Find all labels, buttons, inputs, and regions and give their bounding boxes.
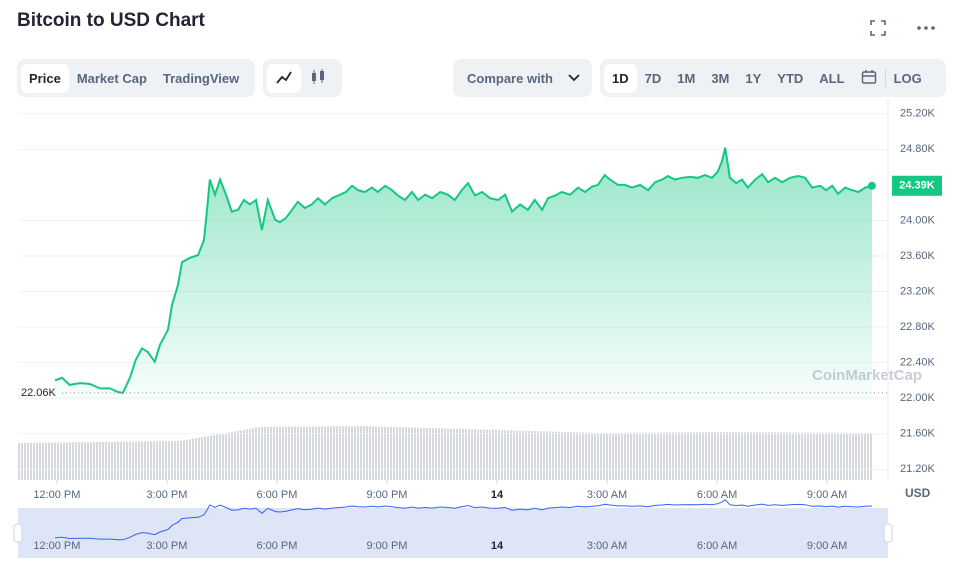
range-button[interactable]: 1M (677, 70, 696, 86)
fullscreen-icon[interactable] (868, 18, 888, 38)
range-group: 1D 7D 1M 3M 1Y YTD ALL LOG (600, 59, 946, 97)
price-area (55, 147, 872, 400)
navigator-handle (883, 523, 893, 543)
y-tick-label: 22.80K (900, 321, 936, 333)
navigator-tick-label: 14 (491, 540, 504, 552)
low-label: 22.06K (21, 387, 57, 399)
range-button[interactable]: 7D (644, 70, 662, 86)
x-tick-label: 9:00 AM (807, 489, 847, 501)
range-button[interactable]: YTD (777, 70, 804, 86)
y-tick-label: 24.80K (900, 143, 936, 155)
y-tick-label: 24.00K (900, 214, 936, 226)
candle-type-button[interactable] (301, 64, 335, 93)
line-type-button[interactable] (267, 63, 301, 93)
navigator-tick-label: 6:00 AM (697, 540, 737, 552)
tab[interactable]: Market Cap (76, 70, 147, 86)
tab[interactable]: TradingView (162, 70, 240, 86)
x-tick-label: 3:00 PM (146, 489, 187, 501)
navigator-tick-label: 3:00 AM (587, 540, 627, 552)
navigator-handle (13, 523, 23, 543)
log-button[interactable]: LOG (893, 70, 922, 86)
chart: CoinMarketCap USD 25.20K24.80K24.00K23.6… (13, 100, 942, 558)
navigator-tick-label: 12:00 PM (33, 540, 80, 552)
navigator-tick-label: 3:00 PM (146, 540, 187, 552)
tab[interactable]: Price (21, 63, 69, 93)
more-icon[interactable] (915, 18, 937, 38)
x-tick-label: 9:00 PM (366, 489, 407, 501)
y-tick-label: 25.20K (900, 108, 936, 120)
range-button[interactable]: 1Y (745, 70, 762, 86)
navigator-tick-label: 9:00 PM (366, 540, 407, 552)
page-title: Bitcoin to USD Chart (17, 10, 205, 31)
navigator-tick-label: 6:00 PM (256, 540, 297, 552)
navigator (18, 508, 888, 558)
range-button[interactable]: 1D (604, 63, 637, 93)
currency-label: USD (905, 486, 931, 500)
chart-type-group (263, 59, 342, 97)
volume-bars (18, 426, 872, 480)
y-tick-label: 23.60K (900, 250, 936, 262)
x-tick-label: 6:00 AM (697, 489, 737, 501)
price-tag (892, 175, 942, 196)
y-tick-label: 22.40K (900, 357, 936, 369)
x-tick-label: 14 (491, 489, 504, 501)
price-tag-label: 24.39K (899, 180, 935, 192)
y-tick-label: 21.60K (900, 428, 936, 440)
y-tick-label: 23.20K (900, 285, 936, 297)
range-button[interactable]: 3M (711, 70, 730, 86)
tab-group: Price Market Cap TradingView (17, 59, 255, 97)
y-tick-label: 22.00K (900, 392, 936, 404)
x-tick-label: 12:00 PM (33, 489, 80, 501)
y-tick-label: 21.20K (900, 463, 936, 475)
range-button[interactable]: ALL (819, 70, 845, 86)
x-tick-label: 6:00 PM (256, 489, 297, 501)
navigator-line (54, 499, 872, 541)
x-tick-label: 3:00 AM (587, 489, 627, 501)
navigator-tick-label: 9:00 AM (807, 540, 847, 552)
last-point (867, 181, 876, 190)
compare-dropdown[interactable]: Compare with (453, 59, 592, 97)
price-line (54, 147, 873, 395)
calendar-button[interactable] (853, 64, 885, 93)
compare-label: Compare with (467, 70, 553, 86)
